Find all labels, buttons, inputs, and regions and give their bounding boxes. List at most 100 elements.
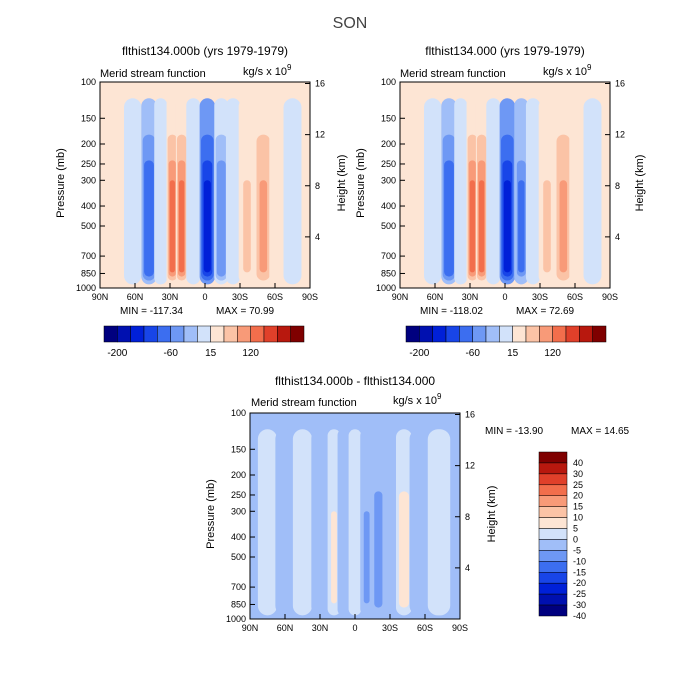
panel-1-cell (186, 98, 201, 285)
panel-1-colorbar-swatch (117, 325, 131, 343)
panel-3-contour (316, 511, 324, 604)
panel-1-ytick-label: 100 (81, 77, 96, 87)
panel-3-cell (371, 429, 385, 616)
panel-3-contour (352, 511, 358, 604)
panel-2-contour (469, 180, 475, 273)
panel-3-cell (311, 429, 329, 616)
panel-2-colorbar-swatch (445, 325, 460, 343)
panel-3-cell (327, 429, 341, 616)
panel-1-contour (288, 180, 297, 273)
panel-3-ytick-label: 700 (231, 582, 246, 592)
panel-2-colorbar-swatch (405, 325, 420, 343)
panel-2-ytick-label: 850 (381, 268, 396, 278)
panel-3-ytick-label: 850 (231, 599, 246, 609)
panel-2-xtick-label: 60S (567, 292, 583, 302)
panel-2-ytick-right-label: 16 (615, 79, 625, 89)
panel-2-colorbar-swatch (579, 325, 593, 343)
panel-1-contour (273, 180, 281, 273)
panel-3-cell (337, 429, 350, 616)
panel-3-contour (280, 511, 290, 604)
panel-2-ytick-right-label: 12 (615, 130, 625, 140)
panel-2-cell (408, 98, 427, 285)
panel-1-contour (128, 180, 137, 273)
panel-1-units-exp: 9 (287, 63, 292, 72)
panel-3-colorbar-swatch (538, 517, 568, 529)
figure-title: SON (333, 15, 368, 32)
panel-2-colorbar-swatch (525, 325, 540, 343)
panel-1-colorbar-swatch (277, 325, 291, 343)
panel-2: flthist134.000 (yrs 1979-1979) Merid str… (355, 44, 646, 359)
panel-3: flthist134.000b - flthist134.000 Merid s… (205, 374, 630, 633)
panel-2-contour (588, 180, 597, 273)
panel-2-ytick-label: 250 (381, 159, 396, 169)
panel-3-cell (382, 429, 398, 616)
panel-1-contour (190, 180, 197, 273)
panel-2-colorbar-swatch (565, 325, 580, 343)
panel-3-colorbar-label: 40 (573, 458, 583, 468)
panel-3-xtick-label: 60N (277, 623, 294, 633)
panel-3-colorbar-swatch (538, 572, 568, 584)
panel-3-contour (386, 511, 394, 604)
panel-3-contour (331, 511, 337, 604)
panel-1-colorbar-swatch (263, 325, 278, 343)
panel-1-colorbar-swatch (210, 325, 225, 343)
panel-2-xtick-label: 90S (602, 292, 618, 302)
panel-2-contour (479, 180, 485, 273)
panel-2-contour (529, 180, 537, 273)
panel-1-cell (254, 98, 272, 285)
panel-2-cell (583, 98, 602, 285)
panel-2-ytick-label: 100 (381, 77, 396, 87)
panel-3-contour (414, 511, 424, 604)
panel-1-colorbar-swatch (197, 325, 211, 343)
panel-3-contour (340, 511, 346, 604)
panel-3-colorbar-swatch (538, 484, 568, 496)
panel-1-ylabel: Pressure (mb) (55, 148, 67, 218)
panel-2-colorbar-swatch (539, 325, 553, 343)
panel-3-ytick-right-label: 16 (465, 410, 475, 420)
panel-3-colorbar-swatch (538, 451, 568, 464)
panel-3-colorbar-swatch (538, 506, 568, 518)
panel-2-title: flthist134.000 (yrs 1979-1979) (425, 44, 584, 58)
panel-2-cell (466, 98, 479, 285)
panel-2-colorbar-swatch (472, 325, 487, 343)
panel-1-xtick-label: 60S (267, 292, 283, 302)
panel-1-ytick-label: 400 (81, 201, 96, 211)
panel-1-ytick-right-label: 12 (315, 130, 325, 140)
panel-3-cell (409, 429, 429, 616)
panel-1-ytick-label: 500 (81, 221, 96, 231)
panel-2-colorbar-swatch (592, 325, 607, 343)
panel-1-colorbar-swatch (223, 325, 238, 343)
panel-1-xtick-label: 90S (302, 292, 318, 302)
panel-2-cell (424, 98, 442, 285)
panel-2-ytick-label: 300 (381, 175, 396, 185)
panel-3-colorbar-label: 0 (573, 534, 578, 544)
panel-3-xtick-label: 60S (417, 623, 433, 633)
panel-1-colorbar-label: 15 (205, 348, 217, 359)
panel-1-cell (214, 98, 229, 285)
panel-1-cell (283, 98, 302, 285)
panel-1-colorbar: -200 -60 15 120 (103, 325, 305, 359)
panel-1-cell (175, 98, 188, 285)
panel-1-title: flthist134.000b (yrs 1979-1979) (122, 44, 288, 58)
panel-2-xtick-label: 60N (427, 292, 444, 302)
panel-2-cell (514, 98, 529, 285)
panel-2-cell (475, 98, 488, 285)
panel-3-cell (360, 429, 374, 616)
panel-3-subtitle: Merid stream function (251, 397, 357, 409)
panel-3-contour (433, 511, 445, 604)
panel-2-ylabel: Pressure (mb) (355, 148, 367, 218)
panel-2-subtitle: Merid stream function (400, 68, 506, 80)
panel-1-cell (269, 98, 286, 285)
panel-2-plot: 90N 60N 30N 0 30S 60S 90S 100 150 200 250 300 400 500… (376, 77, 625, 302)
panel-1-contour (157, 180, 164, 273)
panel-1: flthist134.000b (yrs 1979-1979) Merid st… (55, 44, 348, 359)
panel-1-ytick-label: 850 (81, 268, 96, 278)
panel-2-colorbar-swatch (499, 325, 513, 343)
panel-3-xtick-label: 30S (382, 623, 398, 633)
panel-2-max: MAX = 72.69 (516, 306, 575, 317)
panel-3-colorbar-label: 5 (573, 524, 578, 534)
panel-1-colorbar-swatch (143, 325, 158, 343)
panel-2-colorbar-label: -60 (465, 348, 480, 359)
